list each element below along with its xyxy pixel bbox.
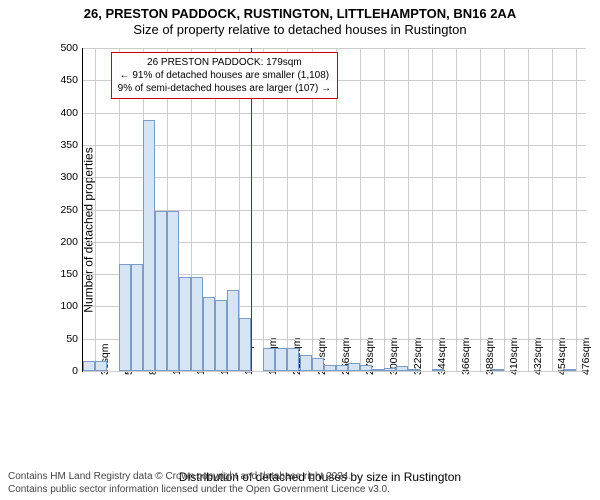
histogram-bar — [432, 369, 444, 371]
x-tick-label: 432sqm — [532, 338, 544, 375]
histogram-bar — [167, 211, 179, 371]
y-tick-label: 300 — [60, 171, 83, 183]
histogram-bar — [83, 361, 95, 371]
histogram-bar — [95, 361, 107, 371]
histogram-bar — [203, 297, 215, 371]
histogram-bar — [143, 120, 155, 371]
y-tick-label: 100 — [60, 300, 83, 312]
x-tick-label: 410sqm — [508, 338, 520, 375]
gridline-h — [83, 145, 586, 146]
y-tick-label: 150 — [60, 268, 83, 280]
histogram-bar — [191, 277, 203, 371]
chart-area: Number of detached properties 36sqm58sqm… — [54, 48, 586, 412]
annotation-box: 26 PRESTON PADDOCK: 179sqm← 91% of detac… — [111, 52, 338, 99]
annotation-line: 9% of semi-detached houses are larger (1… — [118, 82, 331, 95]
histogram-bar — [263, 348, 275, 371]
y-tick-label: 250 — [60, 204, 83, 216]
histogram-bar — [215, 300, 227, 371]
footer-attribution: Contains HM Land Registry data © Crown c… — [8, 471, 390, 496]
y-tick-label: 0 — [72, 365, 83, 377]
histogram-bar — [312, 358, 324, 371]
annotation-line: ← 91% of detached houses are smaller (1,… — [118, 69, 331, 82]
histogram-bar — [492, 369, 504, 371]
histogram-bar — [372, 369, 384, 371]
histogram-bar — [119, 264, 131, 371]
title-line-2: Size of property relative to detached ho… — [0, 22, 600, 38]
histogram-bar — [155, 211, 167, 371]
plot-region: 36sqm58sqm80sqm102sqm124sqm146sqm168sqm1… — [82, 48, 586, 372]
y-tick-label: 400 — [60, 107, 83, 119]
footer-line-2: Contains public sector information licen… — [8, 484, 390, 497]
histogram-bar — [239, 318, 251, 371]
histogram-bar — [227, 290, 239, 371]
chart-title: 26, PRESTON PADDOCK, RUSTINGTON, LITTLEH… — [0, 0, 600, 39]
histogram-bar — [348, 363, 360, 371]
x-tick-label: 476sqm — [580, 338, 592, 375]
histogram-bar — [131, 264, 143, 371]
histogram-bar — [324, 365, 336, 371]
title-line-1: 26, PRESTON PADDOCK, RUSTINGTON, LITTLEH… — [0, 6, 600, 22]
histogram-bar — [179, 277, 191, 371]
footer-line-1: Contains HM Land Registry data © Crown c… — [8, 471, 390, 484]
gridline-h — [83, 177, 586, 178]
gridline-h — [83, 371, 586, 372]
y-tick-label: 50 — [66, 333, 83, 345]
histogram-bar — [396, 366, 408, 371]
gridline-h — [83, 113, 586, 114]
y-tick-label: 350 — [60, 139, 83, 151]
annotation-line: 26 PRESTON PADDOCK: 179sqm — [118, 56, 331, 69]
histogram-bar — [408, 369, 420, 371]
gridline-h — [83, 48, 586, 49]
y-tick-label: 200 — [60, 236, 83, 248]
histogram-bar — [384, 368, 396, 371]
histogram-bar — [300, 355, 312, 371]
x-tick-label: 366sqm — [460, 338, 472, 375]
histogram-bar — [287, 348, 299, 371]
y-tick-label: 450 — [60, 74, 83, 86]
y-tick-label: 500 — [60, 42, 83, 54]
histogram-bar — [564, 369, 576, 371]
histogram-bar — [336, 365, 348, 371]
histogram-bar — [275, 348, 287, 371]
histogram-bar — [360, 365, 372, 371]
